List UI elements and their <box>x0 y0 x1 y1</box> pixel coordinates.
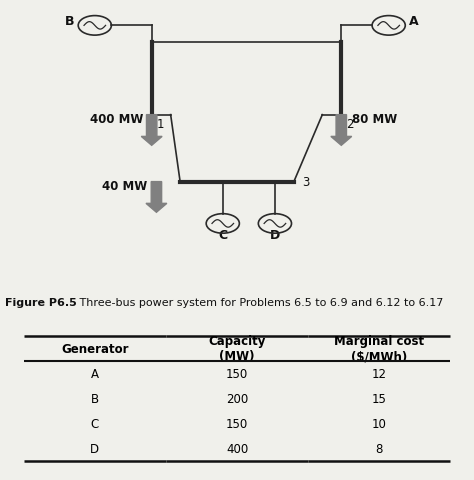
Text: 400 MW: 400 MW <box>90 112 144 125</box>
FancyArrow shape <box>331 115 352 146</box>
Text: Three-bus power system for Problems 6.5 to 6.9 and 6.12 to 6.17: Three-bus power system for Problems 6.5 … <box>69 297 443 307</box>
FancyArrow shape <box>146 182 167 213</box>
Text: A: A <box>409 15 419 28</box>
Text: 1: 1 <box>156 118 164 131</box>
Text: 3: 3 <box>302 176 310 189</box>
Text: C: C <box>218 229 228 242</box>
Text: 2: 2 <box>346 118 354 131</box>
Text: 40 MW: 40 MW <box>102 179 147 192</box>
Text: 80 MW: 80 MW <box>352 112 397 125</box>
Text: B: B <box>65 15 74 28</box>
Text: D: D <box>270 229 280 242</box>
Text: Figure P6.5: Figure P6.5 <box>5 297 76 307</box>
FancyArrow shape <box>141 115 162 146</box>
